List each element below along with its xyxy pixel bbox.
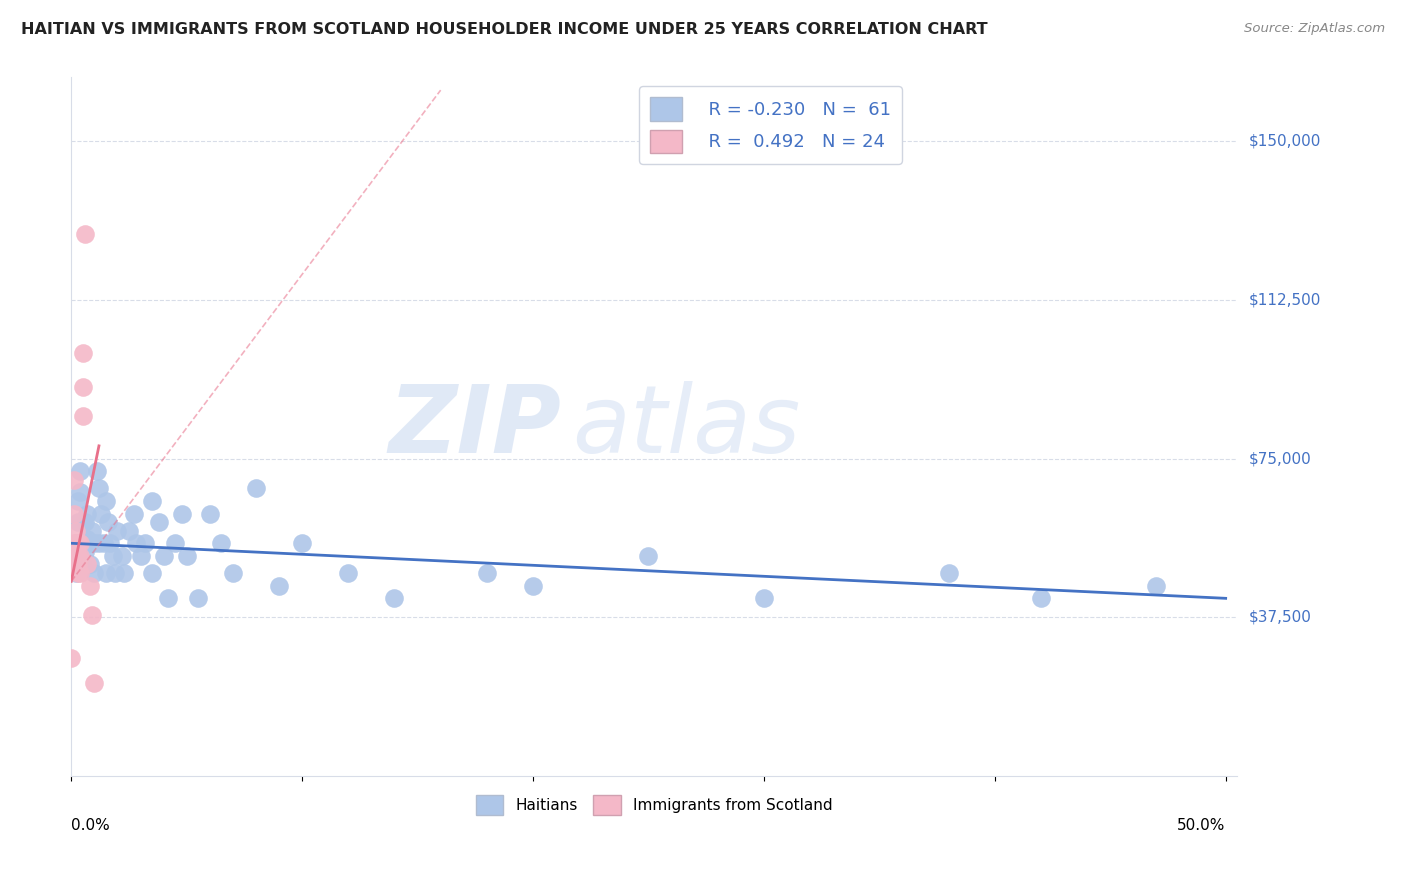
Point	[1029, 591, 1052, 606]
Point	[475, 566, 498, 580]
Point	[72, 345, 94, 359]
Point	[522, 579, 544, 593]
Point	[134, 536, 156, 550]
Point	[62, 507, 84, 521]
Text: Source: ZipAtlas.com: Source: ZipAtlas.com	[1244, 22, 1385, 36]
Point	[152, 549, 174, 563]
Point	[222, 566, 245, 580]
Point	[79, 558, 101, 572]
Point	[69, 485, 91, 500]
Text: $112,500: $112,500	[1249, 293, 1320, 307]
Text: $75,000: $75,000	[1249, 451, 1310, 467]
Point	[198, 507, 221, 521]
Point	[67, 566, 90, 580]
Point	[209, 536, 232, 550]
Point	[67, 558, 90, 572]
Point	[72, 379, 94, 393]
Point	[62, 473, 84, 487]
Point	[75, 545, 97, 559]
Text: 50.0%: 50.0%	[1177, 818, 1226, 833]
Point	[125, 536, 148, 550]
Text: $37,500: $37,500	[1249, 610, 1312, 625]
Point	[118, 524, 141, 538]
Point	[76, 507, 98, 521]
Point	[83, 536, 105, 550]
Point	[104, 566, 127, 580]
Point	[79, 579, 101, 593]
Point	[101, 549, 124, 563]
Text: ZIP: ZIP	[388, 381, 561, 473]
Point	[75, 227, 97, 241]
Text: $150,000: $150,000	[1249, 134, 1320, 148]
Point	[187, 591, 209, 606]
Point	[69, 536, 91, 550]
Point	[60, 650, 83, 665]
Point	[384, 591, 406, 606]
Point	[65, 536, 87, 550]
Text: 0.0%: 0.0%	[72, 818, 110, 833]
Point	[67, 549, 90, 563]
Point	[62, 549, 84, 563]
Point	[97, 515, 120, 529]
Point	[100, 536, 122, 550]
Point	[122, 507, 145, 521]
Point	[157, 591, 180, 606]
Point	[291, 536, 314, 550]
Point	[141, 494, 163, 508]
Point	[76, 558, 98, 572]
Point	[67, 515, 90, 529]
Point	[80, 608, 103, 623]
Point	[83, 566, 105, 580]
Point	[65, 524, 87, 538]
Point	[62, 536, 84, 550]
Point	[94, 566, 117, 580]
Legend: Haitians, Immigrants from Scotland: Haitians, Immigrants from Scotland	[470, 789, 839, 821]
Point	[86, 464, 108, 478]
Point	[90, 507, 112, 521]
Point	[245, 481, 267, 495]
Point	[76, 532, 98, 546]
Point	[1144, 579, 1167, 593]
Point	[637, 549, 659, 563]
Point	[267, 579, 290, 593]
Point	[165, 536, 187, 550]
Point	[72, 409, 94, 424]
Point	[112, 566, 135, 580]
Point	[75, 515, 97, 529]
Point	[87, 481, 110, 495]
Point	[72, 536, 94, 550]
Text: atlas: atlas	[572, 381, 801, 473]
Point	[62, 549, 84, 563]
Point	[65, 558, 87, 572]
Point	[67, 494, 90, 508]
Point	[67, 536, 90, 550]
Point	[69, 549, 91, 563]
Text: HAITIAN VS IMMIGRANTS FROM SCOTLAND HOUSEHOLDER INCOME UNDER 25 YEARS CORRELATIO: HAITIAN VS IMMIGRANTS FROM SCOTLAND HOUS…	[21, 22, 987, 37]
Point	[65, 566, 87, 580]
Point	[94, 494, 117, 508]
Point	[69, 464, 91, 478]
Point	[80, 524, 103, 538]
Point	[129, 549, 152, 563]
Point	[79, 536, 101, 550]
Point	[148, 515, 170, 529]
Point	[107, 524, 129, 538]
Point	[65, 536, 87, 550]
Point	[752, 591, 775, 606]
Point	[938, 566, 960, 580]
Point	[111, 549, 134, 563]
Point	[93, 536, 115, 550]
Point	[141, 566, 163, 580]
Point	[176, 549, 198, 563]
Point	[69, 566, 91, 580]
Point	[170, 507, 193, 521]
Point	[87, 536, 110, 550]
Point	[65, 549, 87, 563]
Point	[337, 566, 360, 580]
Point	[72, 558, 94, 572]
Point	[83, 676, 105, 690]
